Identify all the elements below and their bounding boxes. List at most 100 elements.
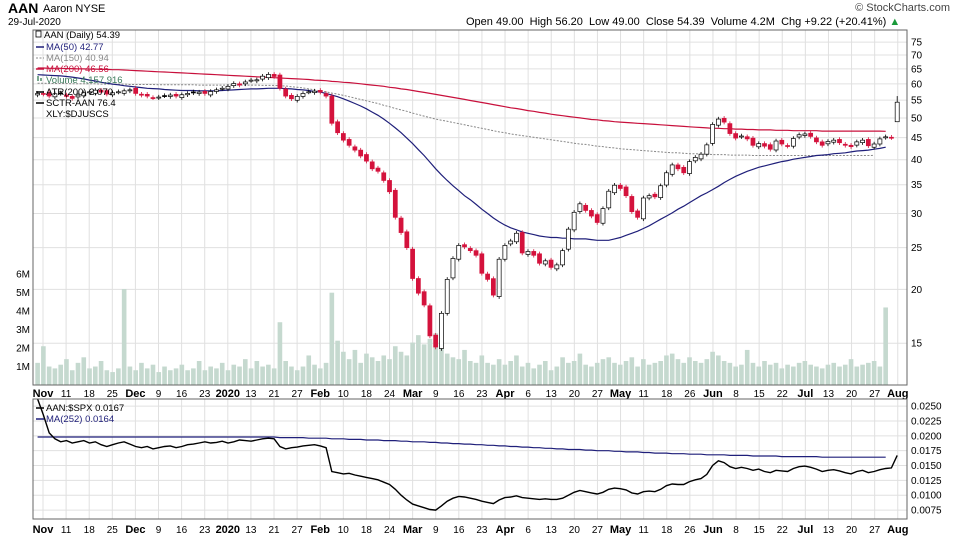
volume-bar bbox=[104, 370, 110, 385]
price-x-tick-label: 2020 bbox=[216, 388, 240, 400]
candle-body bbox=[756, 143, 762, 148]
ratio-x-tick-label: 24 bbox=[384, 525, 396, 536]
volume-bar bbox=[289, 366, 294, 385]
volume-bar bbox=[242, 359, 248, 385]
ratio-tick-label: 0.0225 bbox=[911, 416, 942, 427]
candle-body bbox=[617, 184, 623, 189]
volume-bar bbox=[704, 359, 710, 385]
volume-bar bbox=[560, 357, 565, 385]
ratio-tick-label: 0.0150 bbox=[911, 461, 942, 472]
ratio-x-tick-label: 11 bbox=[61, 525, 72, 536]
candle-body bbox=[121, 90, 127, 94]
candle-body bbox=[306, 91, 312, 94]
candle-body bbox=[490, 278, 496, 296]
ratio-line bbox=[36, 398, 898, 511]
price-tick-label: 65 bbox=[911, 64, 923, 75]
price-x-tick-label: 27 bbox=[292, 389, 304, 400]
candle-body bbox=[398, 217, 404, 233]
candle-body bbox=[208, 91, 214, 96]
volume-bar bbox=[381, 355, 387, 385]
candle-body bbox=[692, 157, 698, 162]
price-tick-label: 25 bbox=[911, 243, 923, 254]
candle-body bbox=[877, 138, 883, 145]
price-x-tick-label: 27 bbox=[869, 389, 881, 400]
price-x-tick-label: Feb bbox=[310, 388, 330, 400]
candle-body bbox=[594, 214, 600, 223]
volume-bar bbox=[819, 368, 825, 385]
volume-bar bbox=[554, 366, 560, 385]
candle-body bbox=[808, 132, 814, 137]
candle-body bbox=[779, 139, 785, 145]
volume-bar bbox=[323, 362, 329, 385]
volume-bar bbox=[548, 370, 554, 385]
candle-body bbox=[560, 250, 565, 266]
candle-body bbox=[675, 164, 681, 170]
volume-bar bbox=[842, 364, 848, 385]
candle-body bbox=[819, 141, 825, 146]
candle-body bbox=[421, 291, 427, 306]
candle-body bbox=[721, 117, 727, 123]
candle-body bbox=[444, 279, 450, 314]
ratio-x-tick-label: Nov bbox=[33, 524, 55, 536]
candle-body bbox=[565, 228, 571, 250]
volume-bar bbox=[646, 364, 652, 385]
candle-body bbox=[485, 273, 490, 280]
ratio-x-tick-label: 9 bbox=[433, 525, 439, 536]
volume-bar bbox=[623, 361, 629, 385]
price-x-tick-label: 23 bbox=[199, 389, 211, 400]
ratio-x-tick-label: 25 bbox=[107, 525, 119, 536]
volume-bar bbox=[606, 357, 612, 385]
volume-bar bbox=[848, 359, 854, 385]
candle-body bbox=[248, 79, 254, 82]
volume-bar bbox=[266, 364, 271, 385]
volume-bar bbox=[416, 335, 421, 385]
volume-bar bbox=[439, 348, 444, 385]
candle-body bbox=[652, 193, 658, 198]
price-x-tick-label: Mar bbox=[403, 388, 423, 400]
volume-bar bbox=[866, 362, 871, 385]
volume-bar bbox=[814, 366, 819, 385]
price-tick-label: 15 bbox=[911, 339, 923, 350]
volume-bar bbox=[167, 370, 173, 385]
volume-bar bbox=[519, 366, 525, 385]
candle-body bbox=[439, 312, 444, 349]
ratio-x-tick-label: 18 bbox=[84, 525, 96, 536]
volume-bar bbox=[300, 366, 306, 385]
volume-bar bbox=[594, 362, 600, 385]
candle-body bbox=[294, 96, 300, 101]
volume-value: 4.2M bbox=[750, 16, 775, 28]
price-x-tick-label: 25 bbox=[107, 389, 119, 400]
volume-bar bbox=[375, 361, 381, 385]
price-x-tick-label: 18 bbox=[661, 389, 673, 400]
volume-bar bbox=[479, 355, 485, 385]
volume-bar bbox=[346, 359, 352, 385]
volume-bar bbox=[225, 370, 231, 385]
price-x-tick-label: Dec bbox=[125, 388, 145, 400]
volume-legend-icon-bar bbox=[40, 78, 42, 81]
candle-body bbox=[715, 118, 721, 126]
ratio-x-tick-label: 20 bbox=[569, 525, 581, 536]
candle-body bbox=[196, 91, 202, 94]
candle-body bbox=[283, 88, 289, 97]
volume-bar bbox=[617, 364, 623, 385]
legend-sctr: SCTR-AAN 76.4 bbox=[46, 98, 116, 109]
volume-bar bbox=[808, 364, 813, 385]
candle-body bbox=[750, 137, 756, 146]
price-x-tick-label: Apr bbox=[496, 388, 516, 400]
volume-bar bbox=[502, 364, 508, 385]
volume-bar bbox=[248, 368, 254, 385]
volume-bar bbox=[664, 355, 669, 385]
candle-body bbox=[369, 161, 375, 170]
volume-tick-label: 6M bbox=[16, 270, 30, 281]
candle-body bbox=[646, 195, 652, 199]
volume-bar bbox=[750, 362, 756, 385]
company-name: Aaron NYSE bbox=[43, 3, 106, 15]
open-value: 49.00 bbox=[495, 16, 524, 28]
candle-body bbox=[519, 232, 525, 254]
volume-bar bbox=[692, 361, 698, 385]
volume-bar bbox=[358, 362, 363, 385]
volume-bar bbox=[277, 322, 283, 385]
ratio-x-tick-label: Jun bbox=[703, 524, 723, 536]
volume-bar bbox=[329, 292, 335, 385]
low-label: Low bbox=[588, 16, 610, 28]
